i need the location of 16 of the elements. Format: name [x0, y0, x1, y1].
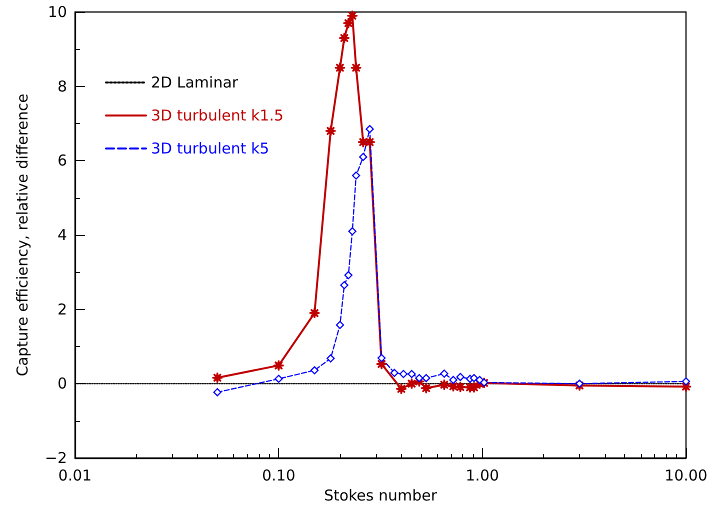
- y-axis-title: Capture efficiency, relative difference: [14, 94, 32, 376]
- y-tick-label: 8: [57, 77, 67, 96]
- y-tick-label: 10: [48, 3, 67, 21]
- x-tick-label: 0.01: [58, 466, 92, 484]
- x-axis-title: Stokes number: [324, 486, 438, 504]
- y-tick-label: 4: [57, 226, 67, 244]
- legend-label: 2D Laminar: [151, 74, 239, 92]
- legend-label: 3D turbulent k5: [151, 140, 270, 158]
- y-tick-label: 6: [57, 152, 67, 170]
- y-tick-label: 0: [57, 374, 67, 393]
- y-tick-label: 2: [57, 300, 67, 318]
- x-tick-label: 0.10: [262, 466, 296, 484]
- legend-label: 3D turbulent k1.5: [151, 106, 284, 124]
- y-tick-label: −2: [44, 449, 67, 467]
- x-tick-label: 1.00: [466, 466, 500, 484]
- x-tick-label: 10.00: [664, 466, 708, 484]
